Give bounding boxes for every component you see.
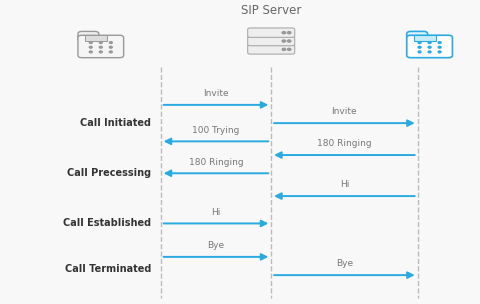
Circle shape	[89, 51, 92, 53]
Text: Call Precessing: Call Precessing	[67, 168, 151, 178]
FancyBboxPatch shape	[248, 28, 295, 37]
Text: Call Initiated: Call Initiated	[80, 118, 151, 128]
Circle shape	[418, 42, 421, 43]
FancyBboxPatch shape	[78, 31, 99, 41]
Circle shape	[109, 42, 112, 43]
Circle shape	[109, 51, 112, 53]
FancyBboxPatch shape	[78, 35, 124, 58]
Circle shape	[99, 51, 102, 53]
Circle shape	[99, 46, 102, 48]
Circle shape	[428, 51, 431, 53]
Circle shape	[428, 46, 431, 48]
Text: 180 Ringing: 180 Ringing	[317, 139, 372, 148]
Text: 180 Ringing: 180 Ringing	[189, 157, 243, 167]
FancyBboxPatch shape	[248, 45, 295, 54]
Circle shape	[438, 46, 441, 48]
Text: Hi: Hi	[340, 180, 349, 189]
Text: 100 Trying: 100 Trying	[192, 126, 240, 135]
Circle shape	[89, 42, 92, 43]
Text: Call Terminated: Call Terminated	[65, 264, 151, 274]
FancyBboxPatch shape	[248, 36, 295, 46]
Circle shape	[89, 46, 92, 48]
Circle shape	[282, 48, 286, 50]
Circle shape	[109, 46, 112, 48]
Circle shape	[282, 40, 286, 42]
Text: Call Established: Call Established	[63, 219, 151, 228]
Circle shape	[418, 46, 421, 48]
FancyBboxPatch shape	[414, 35, 436, 41]
FancyBboxPatch shape	[85, 35, 107, 41]
Circle shape	[428, 42, 431, 43]
FancyBboxPatch shape	[407, 35, 453, 58]
Circle shape	[282, 32, 286, 34]
Circle shape	[288, 32, 291, 34]
Text: Hi: Hi	[211, 208, 221, 217]
Text: Bye: Bye	[336, 259, 353, 268]
Circle shape	[438, 51, 441, 53]
Text: Bye: Bye	[207, 241, 225, 250]
Text: SIP Server: SIP Server	[241, 4, 301, 17]
Circle shape	[99, 42, 102, 43]
Text: Invite: Invite	[203, 89, 229, 98]
Circle shape	[418, 51, 421, 53]
Text: Invite: Invite	[332, 107, 357, 116]
FancyBboxPatch shape	[407, 31, 428, 41]
Circle shape	[438, 42, 441, 43]
Circle shape	[288, 48, 291, 50]
Circle shape	[288, 40, 291, 42]
